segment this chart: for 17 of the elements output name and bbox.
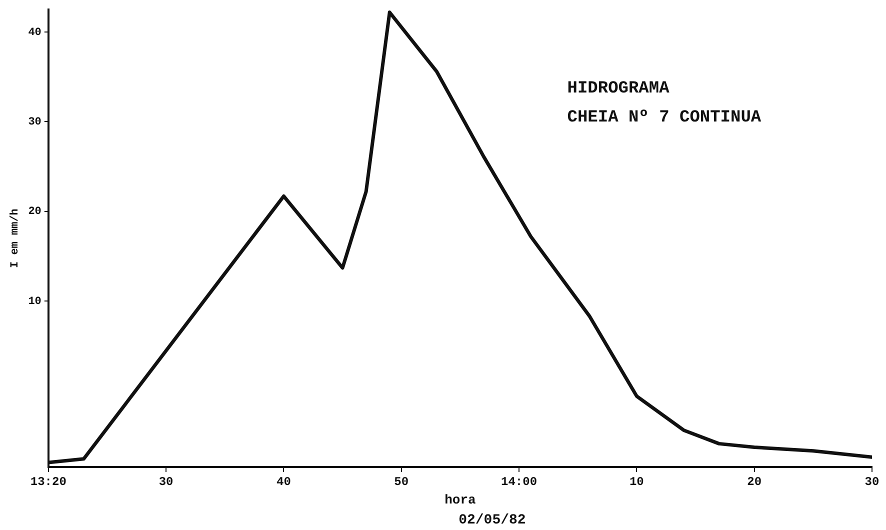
x-tick-label: 50 xyxy=(394,475,409,490)
x-axis-title: hora xyxy=(444,492,476,508)
x-tick-label: 30 xyxy=(158,475,174,490)
x-tick-label: 40 xyxy=(276,475,291,490)
text: CHEIA Nº 7 CONTINUA xyxy=(567,108,762,128)
x-tick-label: 13:20 xyxy=(30,475,66,490)
x-tick-label: 10 xyxy=(629,475,644,490)
y-axis-title: I em mm/h xyxy=(9,208,22,268)
x-tick-label: 30 xyxy=(864,475,880,490)
y-tick-label: 40 xyxy=(28,26,42,39)
text: HIDROGRAMA xyxy=(567,79,670,98)
y-tick-label: 20 xyxy=(28,206,42,218)
x-tick-label: 20 xyxy=(747,475,762,490)
text: 02/05/82 xyxy=(458,512,526,529)
y-tick-label: 30 xyxy=(28,116,42,128)
y-tick-label: 10 xyxy=(28,296,42,308)
x-tick-label: 14:00 xyxy=(501,475,538,490)
